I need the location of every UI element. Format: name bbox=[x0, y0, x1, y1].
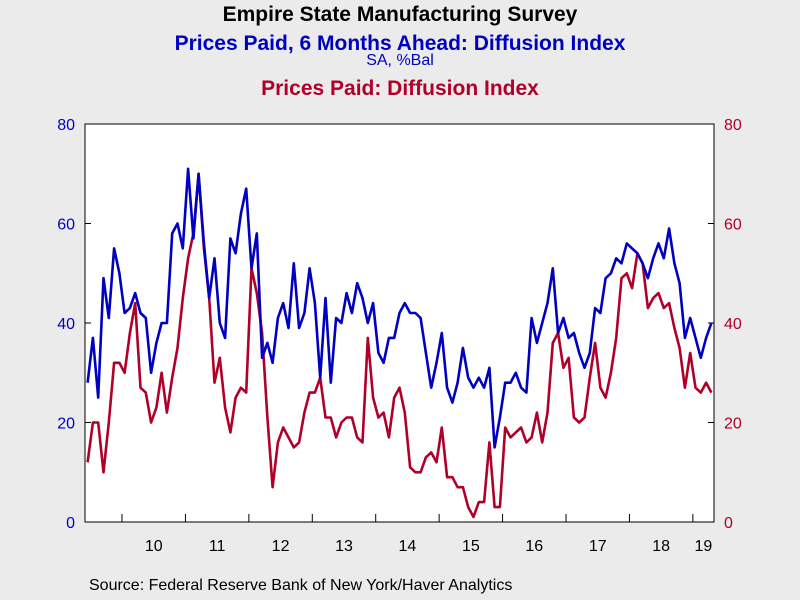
series-line-1 bbox=[86, 167, 713, 449]
x-tick-label: 18 bbox=[652, 538, 670, 555]
y-tick-label-left: 20 bbox=[57, 416, 75, 433]
y-tick-label-left: 0 bbox=[66, 515, 75, 532]
y-tick-label-left: 40 bbox=[57, 316, 75, 333]
units-label: SA, %Bal bbox=[366, 52, 434, 69]
chart-title: Empire State Manufacturing Survey bbox=[222, 3, 578, 26]
x-tick-label: 12 bbox=[272, 538, 290, 555]
y-tick-label-right: 60 bbox=[724, 217, 742, 234]
y-tick-label-right: 0 bbox=[724, 515, 733, 532]
x-tick-label: 16 bbox=[525, 538, 543, 555]
x-tick-label: 14 bbox=[399, 538, 417, 555]
y-tick-label-right: 40 bbox=[724, 316, 742, 333]
x-tick-label: 19 bbox=[695, 538, 713, 555]
x-tick-label: 11 bbox=[209, 538, 226, 555]
y-tick-label-right: 20 bbox=[724, 416, 742, 433]
y-tick-label-left: 80 bbox=[57, 117, 75, 134]
x-tick-label: 15 bbox=[462, 538, 480, 555]
y-tick-label-right: 80 bbox=[724, 117, 742, 134]
x-tick-label: 13 bbox=[335, 538, 353, 555]
y-tick-label-left: 60 bbox=[57, 217, 75, 234]
series1-title: Prices Paid, 6 Months Ahead: Diffusion I… bbox=[174, 32, 626, 55]
series2-title: Prices Paid: Diffusion Index bbox=[261, 77, 539, 100]
series-line-2 bbox=[86, 172, 713, 519]
x-tick-label: 10 bbox=[145, 538, 163, 555]
x-tick-label: 17 bbox=[589, 538, 607, 555]
source-note: Source: Federal Reserve Bank of New York… bbox=[89, 577, 513, 594]
